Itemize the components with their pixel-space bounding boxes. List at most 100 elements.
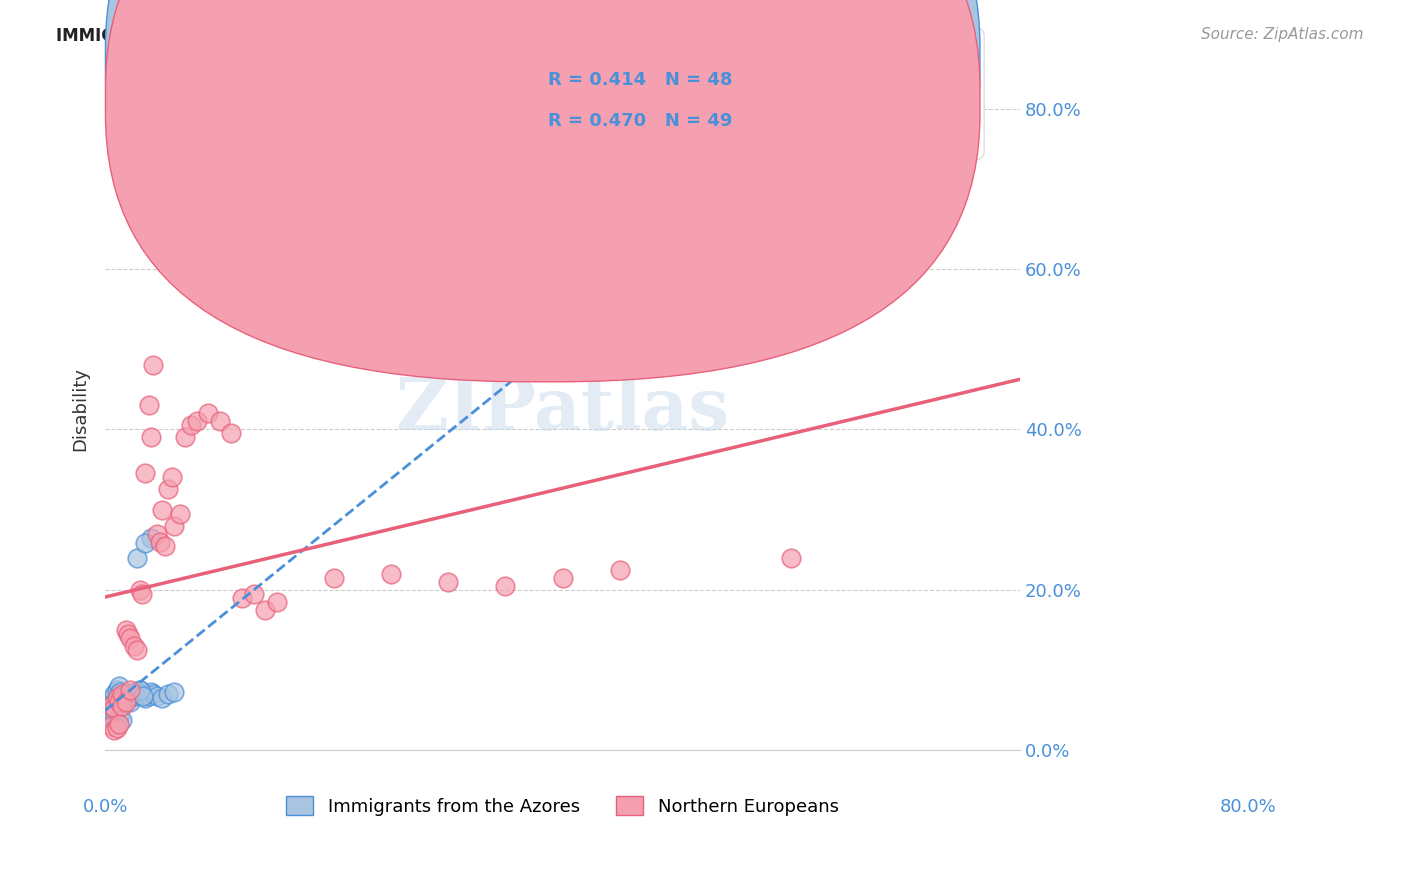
Point — [122, 685, 145, 699]
Point — [120, 695, 142, 709]
Point — [100, 698, 122, 713]
Point — [131, 587, 153, 601]
Point — [197, 406, 219, 420]
Point — [132, 689, 155, 703]
Point — [97, 703, 120, 717]
Point — [128, 582, 150, 597]
Point — [100, 695, 122, 709]
Point — [114, 690, 136, 705]
Point — [163, 685, 186, 699]
Point — [117, 627, 139, 641]
Point — [108, 695, 131, 709]
Point — [157, 687, 180, 701]
Point — [120, 631, 142, 645]
Point — [609, 563, 631, 577]
Point — [254, 603, 277, 617]
Point — [128, 682, 150, 697]
Point — [122, 689, 145, 703]
Point — [97, 705, 120, 719]
Point — [134, 467, 156, 481]
Point — [111, 713, 134, 727]
Point — [138, 689, 160, 703]
Point — [149, 534, 172, 549]
Point — [103, 723, 125, 737]
Point — [114, 695, 136, 709]
Point — [266, 595, 288, 609]
Point — [105, 721, 128, 735]
Point — [101, 697, 124, 711]
Point — [127, 685, 149, 699]
Point — [105, 714, 128, 729]
Point — [111, 693, 134, 707]
Point — [100, 719, 122, 733]
Point — [551, 571, 574, 585]
Point — [105, 695, 128, 709]
Point — [174, 430, 197, 444]
Point — [186, 414, 208, 428]
Legend: Immigrants from the Azores, Northern Europeans: Immigrants from the Azores, Northern Eur… — [280, 789, 846, 822]
Point — [98, 698, 121, 713]
Point — [160, 470, 183, 484]
Point — [380, 566, 402, 581]
Point — [780, 550, 803, 565]
Point — [117, 690, 139, 705]
Point — [145, 689, 167, 703]
Point — [108, 717, 131, 731]
Point — [153, 539, 176, 553]
Point — [208, 414, 231, 428]
Point — [150, 690, 173, 705]
Point — [114, 687, 136, 701]
Point — [127, 550, 149, 565]
Point — [231, 591, 253, 605]
Point — [105, 682, 128, 697]
Point — [145, 526, 167, 541]
Point — [96, 706, 118, 721]
Point — [101, 698, 124, 713]
Point — [103, 690, 125, 705]
Point — [134, 536, 156, 550]
Point — [111, 687, 134, 701]
Point — [103, 713, 125, 727]
Point — [219, 426, 242, 441]
Point — [120, 682, 142, 697]
Point — [111, 698, 134, 713]
Text: R = 0.470   N = 49: R = 0.470 N = 49 — [548, 112, 733, 129]
Point — [437, 574, 460, 589]
Point — [108, 697, 131, 711]
Point — [112, 695, 135, 709]
Point — [117, 687, 139, 701]
Text: IMMIGRANTS FROM THE AZORES VS NORTHERN EUROPEAN DISABILITY CORRELATION CHART: IMMIGRANTS FROM THE AZORES VS NORTHERN E… — [56, 27, 925, 45]
Point — [108, 711, 131, 725]
Point — [139, 430, 162, 444]
Text: 0.0%: 0.0% — [83, 797, 128, 816]
Text: R = 0.414   N = 48: R = 0.414 N = 48 — [548, 71, 733, 89]
Point — [105, 690, 128, 705]
Point — [665, 190, 688, 204]
Point — [322, 571, 344, 585]
Point — [101, 709, 124, 723]
Point — [139, 685, 162, 699]
Point — [131, 687, 153, 701]
Point — [142, 358, 165, 372]
Point — [169, 507, 191, 521]
Point — [243, 587, 266, 601]
Text: ZIPatlas: ZIPatlas — [395, 374, 730, 445]
Point — [142, 687, 165, 701]
Point — [163, 518, 186, 533]
Point — [111, 689, 134, 703]
Point — [108, 685, 131, 699]
Point — [494, 579, 516, 593]
Point — [114, 623, 136, 637]
Point — [139, 531, 162, 545]
Text: Source: ZipAtlas.com: Source: ZipAtlas.com — [1201, 27, 1364, 42]
Point — [122, 639, 145, 653]
Point — [134, 690, 156, 705]
Point — [103, 701, 125, 715]
Y-axis label: Disability: Disability — [72, 368, 89, 451]
Text: 80.0%: 80.0% — [1220, 797, 1277, 816]
Point — [108, 679, 131, 693]
Point — [128, 682, 150, 697]
Point — [103, 701, 125, 715]
Point — [127, 643, 149, 657]
Point — [180, 418, 202, 433]
